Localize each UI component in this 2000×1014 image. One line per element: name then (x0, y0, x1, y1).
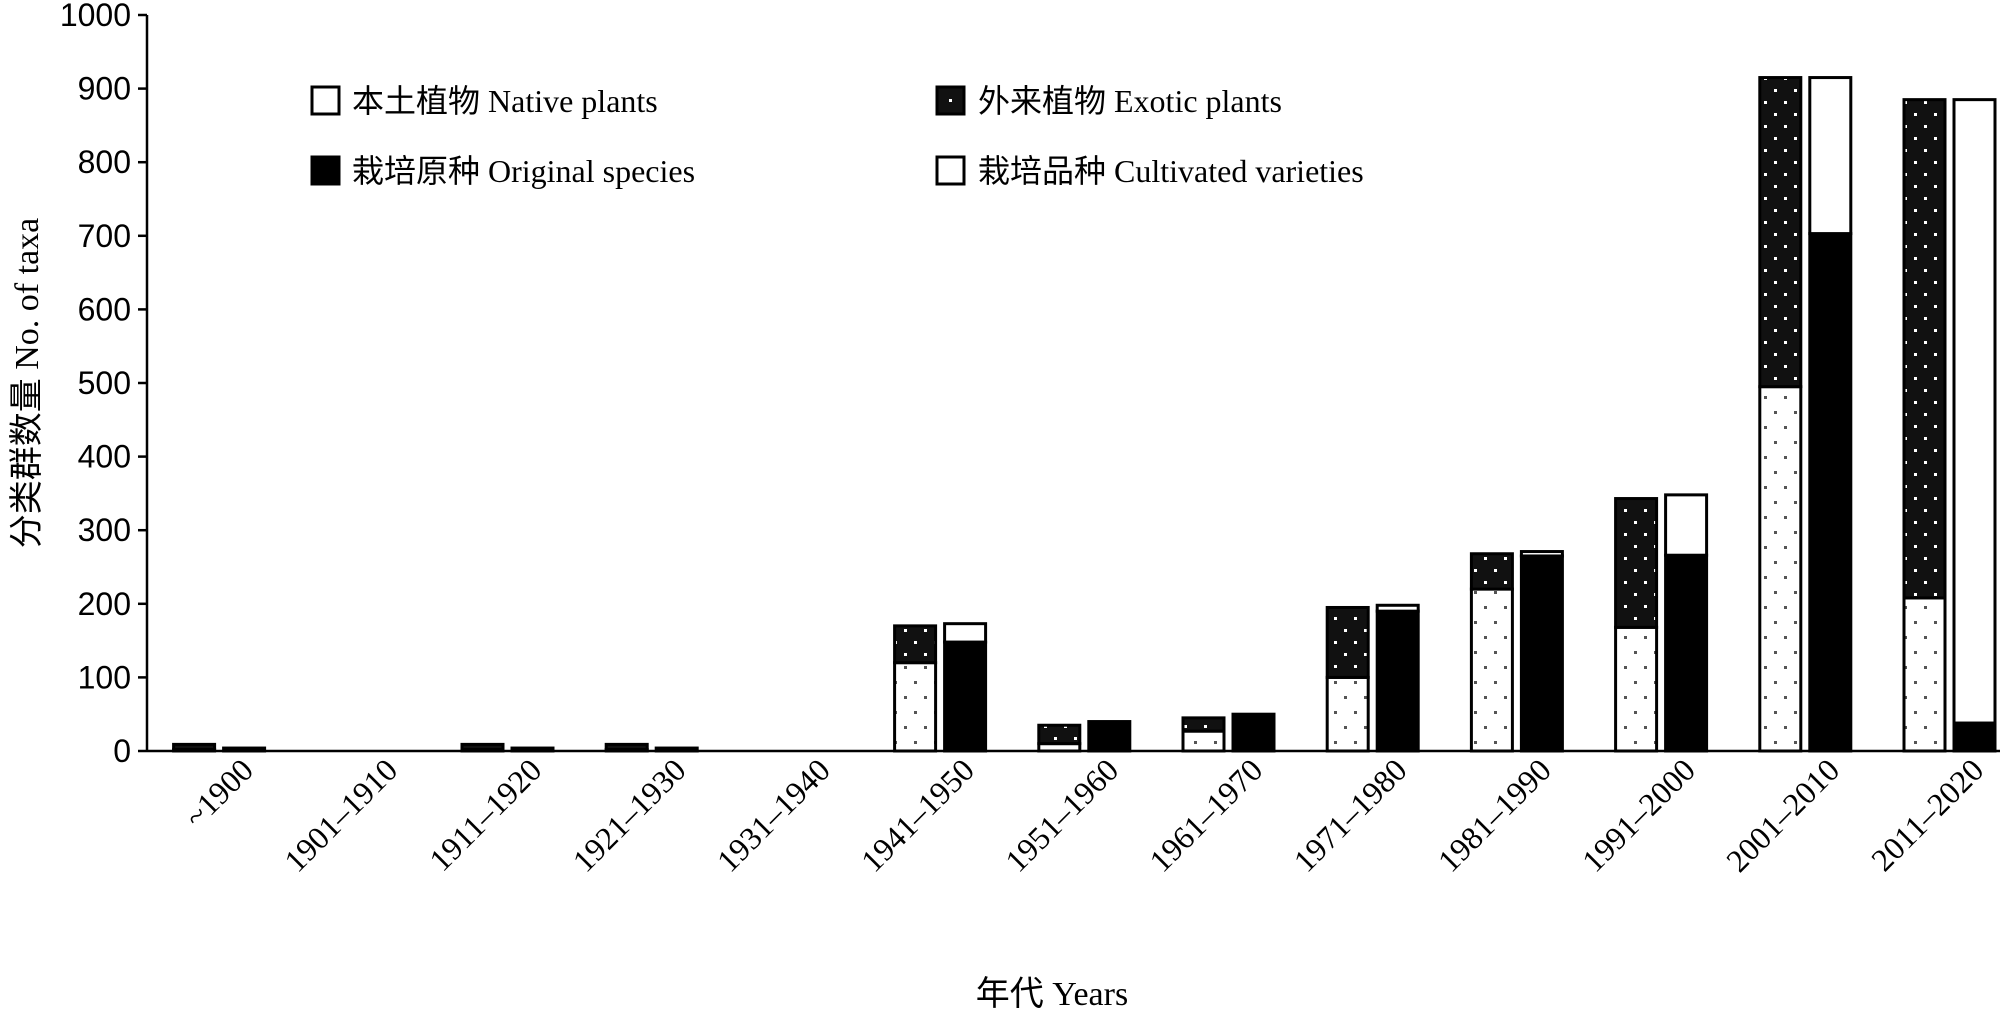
x-axis-title: 年代 Years (976, 975, 1128, 1013)
legend-swatch-native (310, 85, 341, 116)
bar-segment-native (1902, 596, 1947, 753)
y-tick-label: 0 (113, 733, 131, 769)
legend-item-exotic: 外来植物 Exotic plants (935, 83, 1282, 119)
bar-segment-exotic (1037, 723, 1082, 746)
legend-label-original-species: 栽培原种 Original species (352, 153, 695, 189)
y-tick-label: 200 (78, 586, 131, 622)
bar-segment-exotic (1614, 497, 1659, 629)
x-tick-label: 1941–1950 (854, 751, 981, 878)
legend-item-native: 本土植物 Native plants (310, 83, 658, 119)
bar-segment-native (1325, 675, 1370, 753)
bar-segment-original-species (1664, 553, 1709, 753)
bar-segment-original-species (1952, 721, 1997, 753)
bar-segment-original-species (1519, 554, 1564, 753)
x-tick-label: 2001–2010 (1719, 751, 1846, 878)
legend-swatch-cultivated-varieties (935, 155, 966, 186)
legend-swatch-original-species (310, 155, 341, 186)
bar-segment-cultivated-varieties (1808, 76, 1853, 236)
bar-segment-exotic (172, 742, 217, 752)
x-tick-label: 1951–1960 (998, 751, 1125, 878)
bar-segment-cultivated-varieties (1519, 550, 1564, 558)
y-tick-label: 1000 (60, 0, 131, 33)
legend-swatch-exotic-dot (949, 99, 952, 102)
legend-item-original-species: 栽培原种 Original species (310, 153, 695, 189)
x-tick-label: 2011–2020 (1864, 751, 1990, 877)
bar-segment-original-species (943, 640, 988, 753)
bar-segment-cultivated-varieties (1375, 603, 1420, 613)
bar-segment-original-species (1231, 712, 1276, 753)
x-tick-label: 1901–1910 (277, 751, 404, 878)
bar-segment-exotic (604, 742, 649, 752)
y-tick-label: 400 (78, 439, 131, 475)
bar-segment-exotic (1325, 605, 1370, 679)
legend: 本土植物 Native plants 外来植物 Exotic plants 栽培… (310, 83, 1364, 189)
legend-item-cultivated-varieties: 栽培品种 Cultivated varieties (935, 153, 1364, 189)
bar-segment-exotic (893, 624, 938, 665)
y-ticks: 0 100 200 300 400 500 600 700 800 900 1000 (60, 0, 147, 769)
x-tick-label: 1981–1990 (1431, 751, 1558, 878)
x-tick-label: 1961–1970 (1142, 751, 1269, 878)
y-tick-label: 100 (78, 659, 131, 695)
bar-segment-native (893, 661, 938, 753)
legend-label-native: 本土植物 Native plants (352, 83, 658, 119)
x-tick-label: 1931–1940 (710, 751, 837, 878)
x-tick-label: 1971–1980 (1286, 751, 1413, 878)
bar-segment-native (1614, 625, 1659, 753)
bar-segment-original-species (1375, 609, 1420, 753)
bars (172, 76, 1997, 753)
y-axis-title: 分类群数量 No. of taxa (8, 218, 46, 549)
x-tick-label: 1991–2000 (1575, 751, 1702, 878)
y-tick-label: 300 (78, 512, 131, 548)
y-tick-label: 800 (78, 144, 131, 180)
x-tick-label: 1911–1920 (422, 751, 548, 877)
bar-segment-exotic (460, 742, 505, 752)
y-tick-label: 600 (78, 291, 131, 327)
x-ticks: ~1900 1901–1910 1911–1920 1921–1930 1931–194… (177, 751, 1990, 878)
bar-segment-cultivated-varieties (943, 622, 988, 644)
bar-segment-cultivated-varieties (1952, 98, 1997, 725)
y-tick-label: 700 (78, 218, 131, 254)
bar-segment-exotic (1902, 98, 1947, 600)
y-tick-label: 500 (78, 365, 131, 401)
bar-segment-exotic (1758, 76, 1803, 389)
x-tick-label: ~1900 (177, 751, 260, 834)
bar-segment-original-species (1087, 720, 1132, 753)
legend-label-cultivated-varieties: 栽培品种 Cultivated varieties (978, 153, 1364, 189)
bar-segment-original-species (1808, 232, 1853, 753)
bar-segment-exotic (1469, 552, 1514, 591)
legend-label-exotic: 外来植物 Exotic plants (978, 83, 1282, 119)
bar-segment-cultivated-varieties (1664, 493, 1709, 557)
bar-segment-native (1469, 587, 1514, 753)
y-tick-label: 900 (78, 71, 131, 107)
bar-segment-native (1181, 729, 1226, 753)
bar-segment-native (1758, 385, 1803, 753)
bar-segment-exotic (1181, 716, 1226, 733)
x-tick-label: 1921–1930 (565, 751, 692, 878)
